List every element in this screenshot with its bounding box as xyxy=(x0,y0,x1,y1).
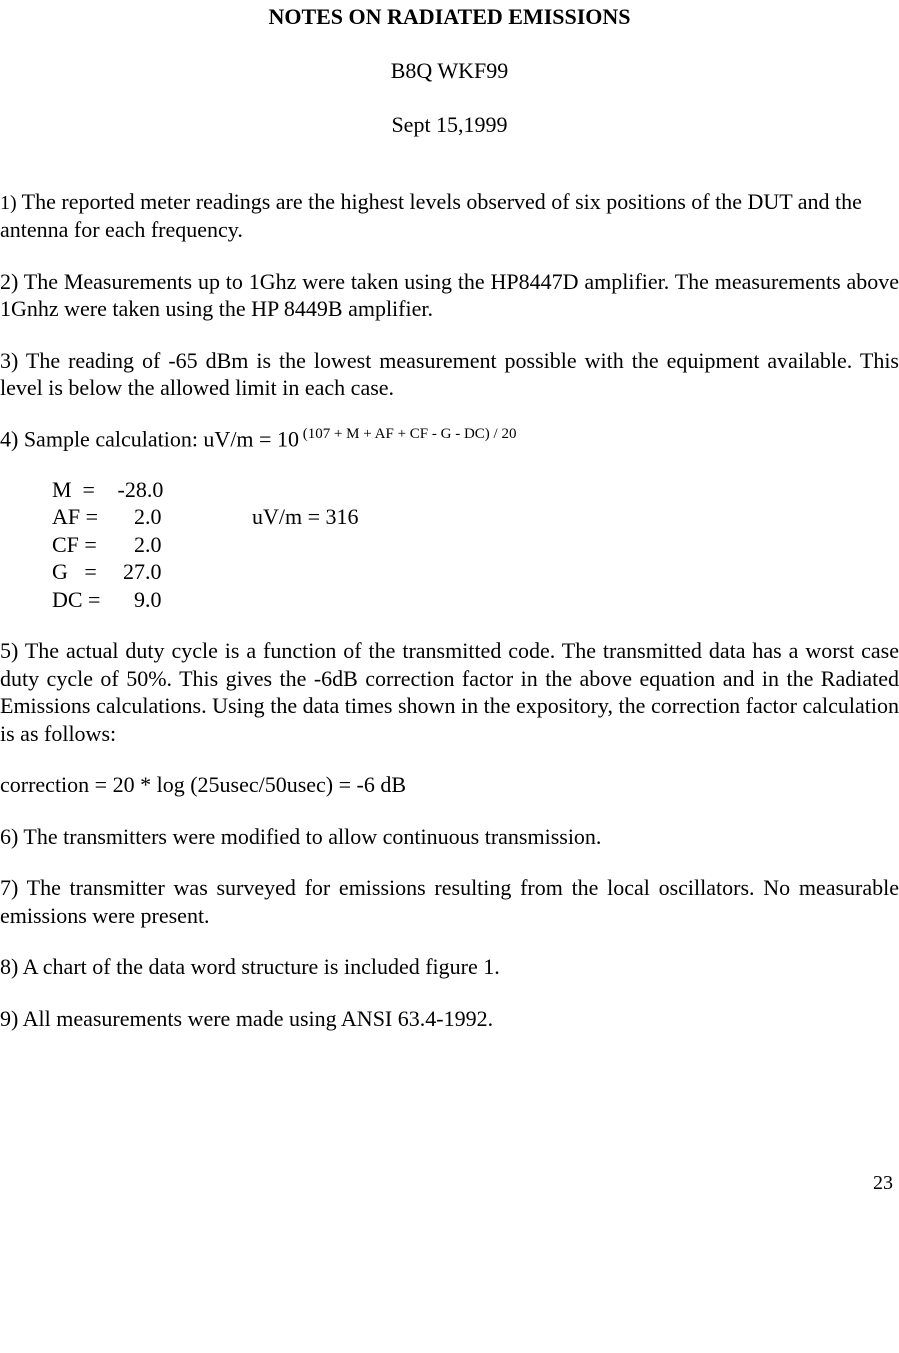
var-g-label: G = xyxy=(52,558,112,586)
var-dc-label: DC = xyxy=(52,586,112,614)
para1-text: The reported meter readings are the high… xyxy=(0,189,862,242)
paragraph-7: 7) The transmitter was surveyed for emis… xyxy=(0,874,899,929)
correction-equation: correction = 20 * log (25usec/50usec) = … xyxy=(0,771,899,799)
calculation-values: M = -28.0 AF = 2.0 uV/m = 316 CF = 2.0 G… xyxy=(52,476,899,614)
paragraph-5: 5) The actual duty cycle is a function o… xyxy=(0,637,899,747)
paragraph-9: 9) All measurements were made using ANSI… xyxy=(0,1005,899,1033)
formula-exponent: (107 + M + AF + CF - G - DC) / 20 xyxy=(299,426,516,442)
paragraph-1: 1) The reported meter readings are the h… xyxy=(0,188,899,244)
paragraph-3: 3) The reading of -65 dBm is the lowest … xyxy=(0,347,899,402)
paragraph-2: 2) The Measurements up to 1Ghz were take… xyxy=(0,268,899,323)
paragraph-8: 8) A chart of the data word structure is… xyxy=(0,953,899,981)
var-m-label: M = xyxy=(52,476,112,504)
calculation-result: uV/m = 316 xyxy=(252,503,359,531)
var-dc-value: 9.0 xyxy=(112,586,192,614)
var-m-value: -28.0 xyxy=(112,476,192,504)
var-cf-value: 2.0 xyxy=(112,531,192,559)
document-date: Sept 15,1999 xyxy=(0,112,899,138)
var-af-value: 2.0 xyxy=(112,503,192,531)
paragraph-4-formula: 4) Sample calculation: uV/m = 10 (107 + … xyxy=(0,426,899,452)
para1-number: 1) xyxy=(0,192,22,214)
document-subtitle: B8Q WKF99 xyxy=(0,58,899,84)
var-g-value: 27.0 xyxy=(112,558,192,586)
var-cf-label: CF = xyxy=(52,531,112,559)
formula-label: 4) Sample calculation: uV/m = 10 xyxy=(0,426,299,451)
var-af-label: AF = xyxy=(52,503,112,531)
paragraph-6: 6) The transmitters were modified to all… xyxy=(0,823,899,851)
page-number: 23 xyxy=(0,1172,899,1195)
document-title: NOTES ON RADIATED EMISSIONS xyxy=(0,4,899,30)
